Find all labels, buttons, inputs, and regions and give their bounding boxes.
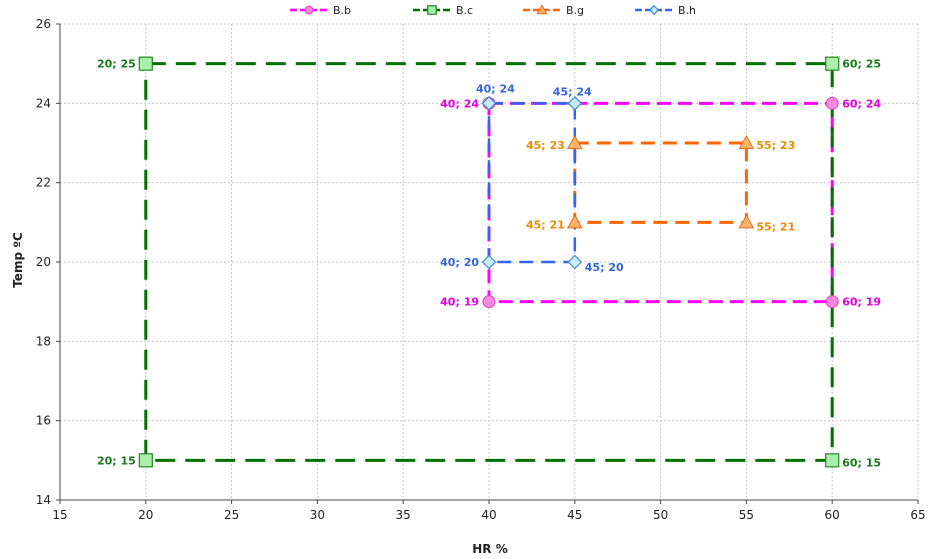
legend-marker-bc xyxy=(427,5,437,15)
data-point-bg xyxy=(566,214,583,229)
data-label-bb: 60; 24 xyxy=(842,97,881,110)
y-axis-title: Temp ºC xyxy=(11,232,25,288)
legend-marker-bb xyxy=(304,5,314,15)
data-label-bc: 60; 15 xyxy=(842,456,881,469)
data-label-bb: 40; 24 xyxy=(440,97,479,110)
data-label-bc: 20; 15 xyxy=(97,454,136,467)
data-point-bb xyxy=(825,96,839,110)
y-tick-label: 18 xyxy=(36,334,51,348)
x-tick-label: 60 xyxy=(825,508,840,522)
data-point-bc xyxy=(138,453,153,468)
x-tick-label: 65 xyxy=(910,508,925,522)
data-point-bc xyxy=(825,453,840,468)
y-tick-label: 16 xyxy=(36,414,51,428)
data-labels: 40; 24 60; 24 60; 19 40; 19 20; 25 60; 25 60; … xyxy=(97,58,881,470)
legend-label-bb: B.b xyxy=(333,4,351,17)
data-point-bg xyxy=(738,214,755,229)
data-point-bh xyxy=(567,95,583,111)
x-tick-label: 45 xyxy=(567,508,582,522)
x-tick-label: 40 xyxy=(481,508,496,522)
data-label-bc: 60; 25 xyxy=(842,58,881,71)
x-tick-label: 25 xyxy=(224,508,239,522)
axes: 15 20 25 30 35 40 45 50 55 60 65 14 16 18 20 22 24 26 xyxy=(36,17,926,522)
x-tick-label: 35 xyxy=(396,508,411,522)
data-point-bh xyxy=(481,254,497,270)
x-tick-label: 20 xyxy=(138,508,153,522)
data-point-bb xyxy=(825,295,839,309)
data-point-bh xyxy=(481,95,497,111)
legend-marker-bg xyxy=(536,4,548,15)
x-tick-label: 30 xyxy=(310,508,325,522)
data-point-bc xyxy=(825,56,840,71)
y-tick-label: 26 xyxy=(36,17,51,31)
data-label-bh: 40; 20 xyxy=(440,256,479,269)
y-tick-label: 20 xyxy=(36,255,51,269)
legend-label-bh: B.h xyxy=(678,4,696,17)
data-point-bc xyxy=(138,56,153,71)
y-tick-label: 24 xyxy=(36,96,51,110)
x-axis-title: HR % xyxy=(472,542,507,556)
y-tick-label: 14 xyxy=(36,493,51,507)
y-tick-label: 22 xyxy=(36,176,51,190)
data-point-bg xyxy=(738,134,755,150)
legend-label-bg: B.g xyxy=(566,4,584,17)
data-label-bg: 55; 23 xyxy=(756,139,795,152)
data-point-bg xyxy=(566,134,583,150)
legend-marker-bh xyxy=(648,4,660,16)
legend: B.b B.c B.g B.h xyxy=(290,4,696,17)
x-tick-label: 50 xyxy=(653,508,668,522)
data-label-bh: 45; 20 xyxy=(585,261,624,274)
data-label-bc: 20; 25 xyxy=(97,58,136,71)
data-point-bh xyxy=(567,254,583,270)
data-label-bg: 45; 23 xyxy=(526,139,565,152)
legend-label-bc: B.c xyxy=(456,4,473,17)
data-label-bg: 55; 21 xyxy=(756,220,795,233)
data-label-bh: 45; 24 xyxy=(553,85,592,98)
series-markers xyxy=(138,56,840,468)
data-label-bb: 40; 19 xyxy=(440,296,479,309)
data-label-bg: 45; 21 xyxy=(526,218,565,231)
data-point-bb xyxy=(482,295,496,309)
data-label-bh: 40; 24 xyxy=(476,82,515,95)
x-tick-label: 15 xyxy=(52,508,67,522)
x-tick-label: 55 xyxy=(739,508,754,522)
data-label-bb: 60; 19 xyxy=(842,296,881,309)
